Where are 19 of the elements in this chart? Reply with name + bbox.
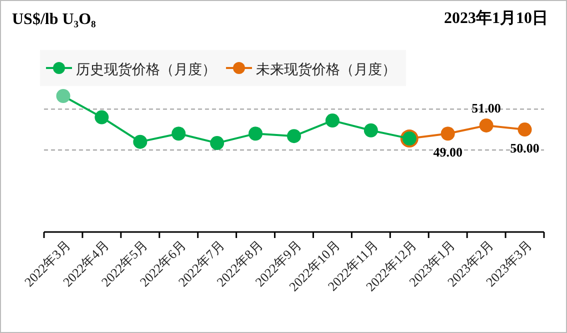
point [210, 136, 224, 150]
point [248, 126, 263, 141]
legend-label: 历史现货价格（月度） [76, 62, 216, 78]
data-label: 49.00 [433, 144, 462, 160]
data-label: 51.00 [472, 100, 501, 116]
legend-label: 未来现货价格（月度） [256, 62, 396, 78]
point [287, 129, 301, 144]
chart-title: US$/lb U₃O₈ [12, 11, 96, 28]
point [325, 114, 340, 128]
point [172, 126, 186, 141]
chart-subtitle: 2023年1月10日 [444, 9, 548, 27]
data-label: 50.00 [510, 140, 540, 156]
point [518, 122, 532, 137]
point [94, 110, 109, 124]
point [133, 134, 148, 149]
point [364, 123, 378, 138]
point [440, 126, 455, 141]
point [479, 118, 494, 132]
point [56, 89, 70, 103]
